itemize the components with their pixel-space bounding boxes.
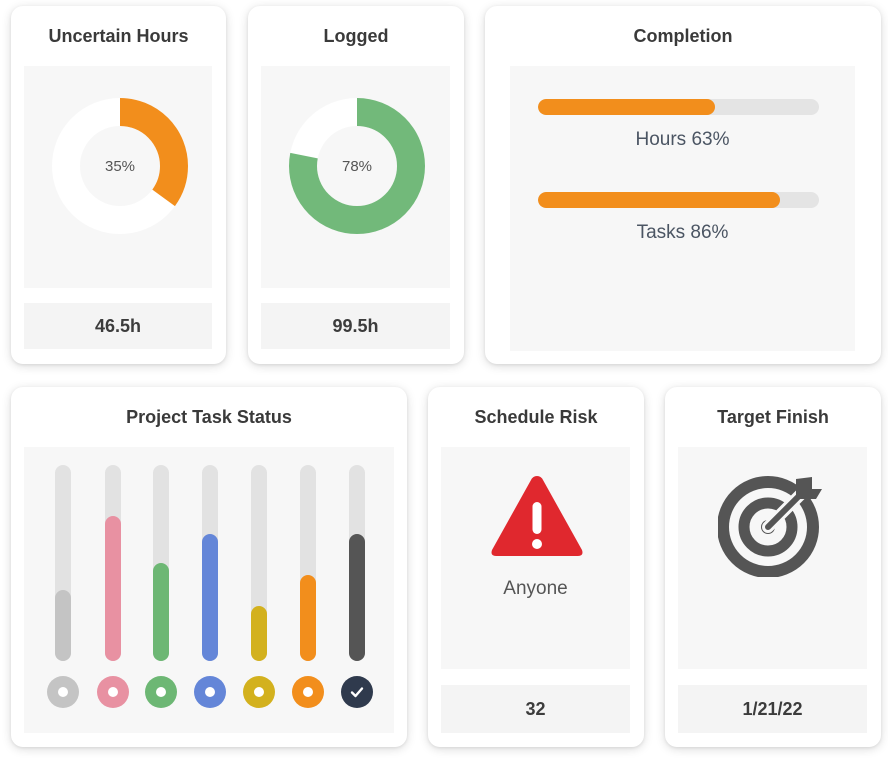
- target-icon: [718, 476, 822, 577]
- status-3-circle-dot-icon[interactable]: [145, 676, 177, 708]
- status-7-check-icon[interactable]: [341, 676, 373, 708]
- status-bar-7-fill: [349, 533, 365, 661]
- project-task-status-panel: [24, 447, 394, 733]
- logged-value: 99.5h: [261, 303, 450, 349]
- tasks-progress-label: Tasks 86%: [636, 222, 729, 243]
- uncertain-hours-percent-label: 35%: [105, 158, 135, 175]
- warning-icon: [491, 476, 583, 556]
- status-bar-6: [300, 465, 316, 661]
- uncertain-hours-value: 46.5h: [24, 303, 212, 349]
- project-task-status-card: Project Task Status: [11, 387, 407, 747]
- status-bar-4-fill: [202, 533, 218, 661]
- target-finish-card: Target Finish 1/21/22: [665, 387, 881, 747]
- uncertain-hours-chart-panel: 35%: [24, 66, 212, 288]
- logged-donut-arc: [289, 98, 425, 234]
- status-2-circle-dot-icon[interactable]: [97, 676, 129, 708]
- uncertain-hours-card: Uncertain Hours 35% 46.5h: [11, 6, 226, 364]
- target-finish-title: Target Finish: [717, 407, 829, 427]
- schedule-risk-text: Anyone: [503, 578, 568, 599]
- target-finish-value: 1/21/22: [678, 685, 867, 733]
- project-task-status-title: Project Task Status: [126, 407, 292, 427]
- status-1-circle-dot-icon[interactable]: [47, 676, 79, 708]
- status-6-circle-dot-icon[interactable]: [292, 676, 324, 708]
- logged-chart-panel: 78%: [261, 66, 450, 288]
- status-bar-6-fill: [300, 574, 316, 661]
- status-bar-3: [153, 465, 169, 661]
- status-bar-4: [202, 465, 218, 661]
- uncertain-hours-title: Uncertain Hours: [48, 26, 189, 46]
- completion-title: Completion: [633, 26, 733, 46]
- status-5-circle-dot-icon[interactable]: [243, 676, 275, 708]
- logged-donut: 78%: [289, 98, 425, 234]
- status-bar-5: [251, 465, 267, 661]
- schedule-risk-card: Schedule Risk Anyone 32: [428, 387, 644, 747]
- status-bar-3-fill: [153, 563, 169, 661]
- check-icon: [350, 687, 364, 698]
- logged-percent-label: 78%: [342, 158, 372, 175]
- target-finish-panel: [678, 447, 867, 669]
- hours-progress-label: Hours 63%: [635, 129, 730, 150]
- completion-card: Completion Hours 63% Tasks 86%: [485, 6, 881, 364]
- hours-progress-bar: [538, 99, 819, 115]
- schedule-risk-value: 32: [441, 685, 630, 733]
- schedule-risk-panel: Anyone: [441, 447, 630, 669]
- status-bar-1-fill: [55, 590, 71, 661]
- uncertain-hours-donut-arc: [52, 98, 188, 234]
- status-bar-2: [105, 465, 121, 661]
- tasks-progress-fill: [538, 192, 780, 208]
- logged-title: Logged: [323, 26, 389, 46]
- schedule-risk-title: Schedule Risk: [474, 407, 598, 427]
- completion-panel: Hours 63% Tasks 86%: [510, 66, 855, 351]
- status-bar-2-fill: [105, 515, 121, 661]
- logged-card: Logged 78% 99.5h: [248, 6, 464, 364]
- status-4-circle-dot-icon[interactable]: [194, 676, 226, 708]
- uncertain-hours-donut: 35%: [52, 98, 188, 234]
- status-bar-5-fill: [251, 606, 267, 661]
- status-bar-1: [55, 465, 71, 661]
- hours-progress-fill: [538, 99, 716, 115]
- tasks-progress-bar: [538, 192, 819, 208]
- status-bar-7: [349, 465, 365, 661]
